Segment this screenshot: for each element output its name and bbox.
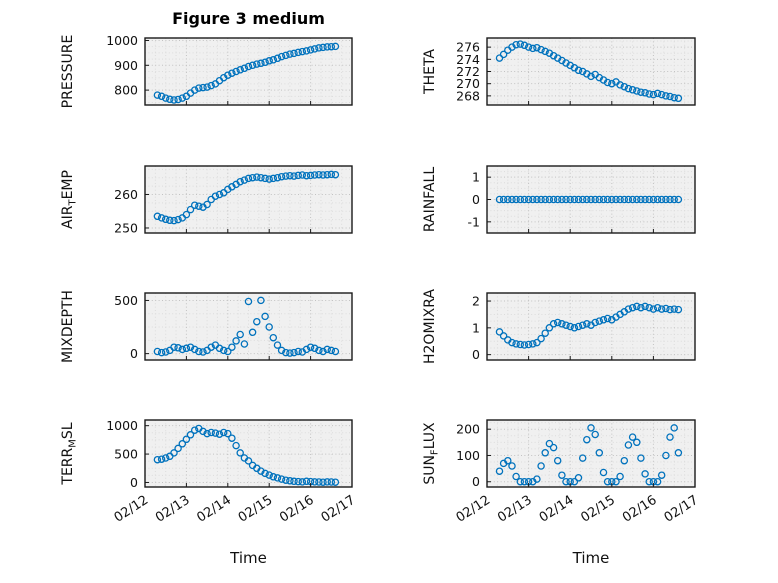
data-series-rainfall (495, 195, 683, 204)
axes-box (144, 165, 353, 234)
y-tick-label: 0 (472, 474, 480, 489)
x-tick-label: 02/15 (578, 493, 618, 526)
axis-ticks (144, 299, 353, 360)
axis-ticks (486, 428, 696, 487)
axes-box (144, 37, 353, 106)
axis-ticks (144, 39, 353, 105)
y-tick-labels: 250 260 (114, 187, 138, 236)
data-series-mixdepth (153, 296, 340, 357)
axis-ticks (486, 46, 696, 105)
y-tick-label: 800 (114, 83, 138, 98)
axis-ticks (144, 425, 353, 487)
subplot-pressure: 800 900 1000 PRESSURE (60, 33, 353, 109)
y-tick-label: 0 (472, 192, 480, 207)
data-series-sunflux (495, 424, 683, 486)
y-tick-label: 200 (456, 422, 480, 437)
x-tick-label: 02/13 (495, 493, 535, 526)
y-tick-label: 1 (472, 170, 480, 185)
x-tick-labels: 02/12 02/13 02/14 02/15 02/16 02/17 (112, 493, 359, 526)
subplot-mixdepth: 0 500 MIXDEPTH (60, 290, 353, 363)
axis-ticks (144, 193, 353, 233)
y-tick-labels: 0 500 1000 (106, 418, 138, 490)
x-tick-label: 02/15 (236, 493, 276, 526)
subplot-sunflux: 0 100 200 02/12 02/13 02/14 02/15 02/16 02/17 SUN… (422, 419, 702, 526)
y-axis-label-rainfall: RAINFALL (422, 167, 438, 232)
y-axis-label-pressure: PRESSURE (60, 35, 76, 109)
figure-title: Figure 3 medium (172, 9, 325, 28)
y-tick-label: 276 (456, 40, 480, 55)
data-series-pressure (153, 42, 340, 104)
y-tick-label: -1 (468, 214, 480, 229)
y-tick-label: 1000 (106, 33, 138, 48)
data-series-airtemp (153, 170, 340, 225)
subplot-airtemp: 250 260 AIRTEMP (60, 165, 353, 236)
y-tick-label: 0 (130, 475, 138, 490)
y-tick-label: 500 (114, 293, 138, 308)
axis-ticks (486, 300, 696, 360)
x-tick-label: 02/17 (319, 493, 359, 526)
x-tick-label: 02/16 (620, 493, 660, 526)
y-tick-label: 2 (472, 294, 480, 309)
x-tick-label: 02/12 (454, 493, 494, 526)
y-tick-label: 274 (456, 52, 480, 67)
y-tick-label: 270 (456, 76, 480, 91)
x-axis-label-right: Time (572, 549, 610, 567)
y-tick-labels: -1 0 1 (468, 170, 481, 230)
x-axis-label-left: Time (230, 549, 267, 567)
axes-background (487, 293, 695, 360)
x-tick-label: 02/13 (153, 493, 193, 526)
y-tick-labels: 800 900 1000 (106, 33, 138, 98)
x-tick-label: 02/14 (537, 493, 577, 526)
y-tick-label: 1 (472, 320, 480, 335)
axes-box (144, 292, 353, 361)
y-tick-labels: 0 100 200 (456, 422, 480, 490)
axes-box (486, 419, 696, 488)
y-axis-label-theta: THETA (422, 49, 438, 95)
y-tick-label: 0 (130, 346, 138, 361)
axis-ticks (486, 176, 696, 233)
subplot-h2omixra: 0 1 2 H2OMIXRA (422, 289, 696, 364)
y-axis-label-airtemp: AIRTEMP (60, 170, 79, 229)
subplot-terrmsl: 0 500 1000 02/12 02/13 02/14 02/15 02/16 02/17 TE… (60, 418, 358, 526)
x-tick-label: 02/14 (194, 493, 234, 526)
subplot-rainfall: -1 0 1 RAINFALL (422, 165, 696, 234)
x-tick-label: 02/12 (112, 493, 152, 526)
axes-box (486, 292, 696, 361)
y-tick-label: 272 (456, 64, 480, 79)
y-tick-label: 260 (114, 187, 138, 202)
y-tick-label: 100 (456, 448, 480, 463)
y-tick-label: 268 (456, 88, 480, 103)
data-series-h2omixra (495, 302, 683, 349)
y-tick-label: 0 (472, 347, 480, 362)
y-tick-label: 1000 (106, 418, 138, 433)
axes-box (144, 419, 353, 488)
y-tick-labels: 0 500 (114, 293, 138, 361)
y-tick-labels: 0 1 2 (472, 294, 480, 363)
y-axis-label-mixdepth: MIXDEPTH (60, 290, 76, 363)
data-series-theta (495, 40, 683, 103)
data-series-terrmsl (153, 424, 340, 486)
axes-background (145, 420, 352, 487)
y-axis-label-h2omixra: H2OMIXRA (422, 289, 438, 364)
x-tick-label: 02/16 (277, 493, 317, 526)
x-tick-label: 02/17 (662, 493, 702, 526)
y-axis-label-terrmsl: TERRMSL (60, 422, 79, 485)
y-tick-label: 500 (114, 447, 138, 462)
y-axis-label-sunflux: SUNFLUX (422, 422, 441, 485)
x-tick-labels: 02/12 02/13 02/14 02/15 02/16 02/17 (454, 493, 702, 526)
y-tick-label: 250 (114, 220, 138, 235)
y-tick-label: 900 (114, 58, 138, 73)
grid-lines (145, 293, 352, 360)
